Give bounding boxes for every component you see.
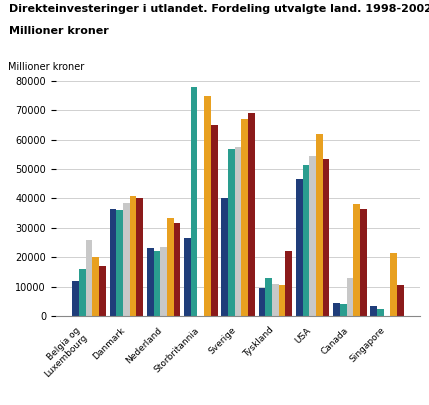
Bar [302, 165, 309, 316]
Bar [370, 306, 377, 316]
Bar [353, 204, 360, 316]
Bar [167, 217, 174, 316]
Bar [248, 113, 255, 316]
Bar [211, 125, 218, 316]
Bar [109, 209, 116, 316]
Text: Direkteinvesteringer i utlandet. Fordeling utvalgte land. 1998-2002.: Direkteinvesteringer i utlandet. Fordeli… [9, 4, 429, 14]
Bar [92, 257, 99, 316]
Bar [347, 278, 353, 316]
Bar [154, 251, 160, 316]
Bar [204, 96, 211, 316]
Bar [174, 224, 180, 316]
Bar [296, 179, 302, 316]
Bar [397, 285, 404, 316]
Bar [160, 247, 167, 316]
Bar [360, 209, 367, 316]
Bar [221, 198, 228, 316]
Bar [316, 134, 323, 316]
Bar [79, 269, 86, 316]
Bar [235, 147, 242, 316]
Text: Millioner kroner: Millioner kroner [8, 62, 85, 72]
Text: Millioner kroner: Millioner kroner [9, 26, 109, 36]
Bar [99, 266, 106, 316]
Bar [333, 303, 340, 316]
Bar [377, 309, 384, 316]
Bar [309, 156, 316, 316]
Bar [123, 203, 130, 316]
Bar [73, 281, 79, 316]
Bar [86, 240, 92, 316]
Bar [147, 248, 154, 316]
Bar [259, 288, 265, 316]
Bar [285, 251, 292, 316]
Bar [191, 87, 197, 316]
Bar [242, 119, 248, 316]
Bar [116, 210, 123, 316]
Bar [340, 304, 347, 316]
Bar [390, 253, 397, 316]
Bar [184, 238, 191, 316]
Bar [265, 278, 272, 316]
Bar [323, 159, 329, 316]
Bar [228, 149, 235, 316]
Bar [136, 198, 143, 316]
Bar [279, 285, 285, 316]
Bar [130, 196, 136, 316]
Bar [272, 284, 279, 316]
